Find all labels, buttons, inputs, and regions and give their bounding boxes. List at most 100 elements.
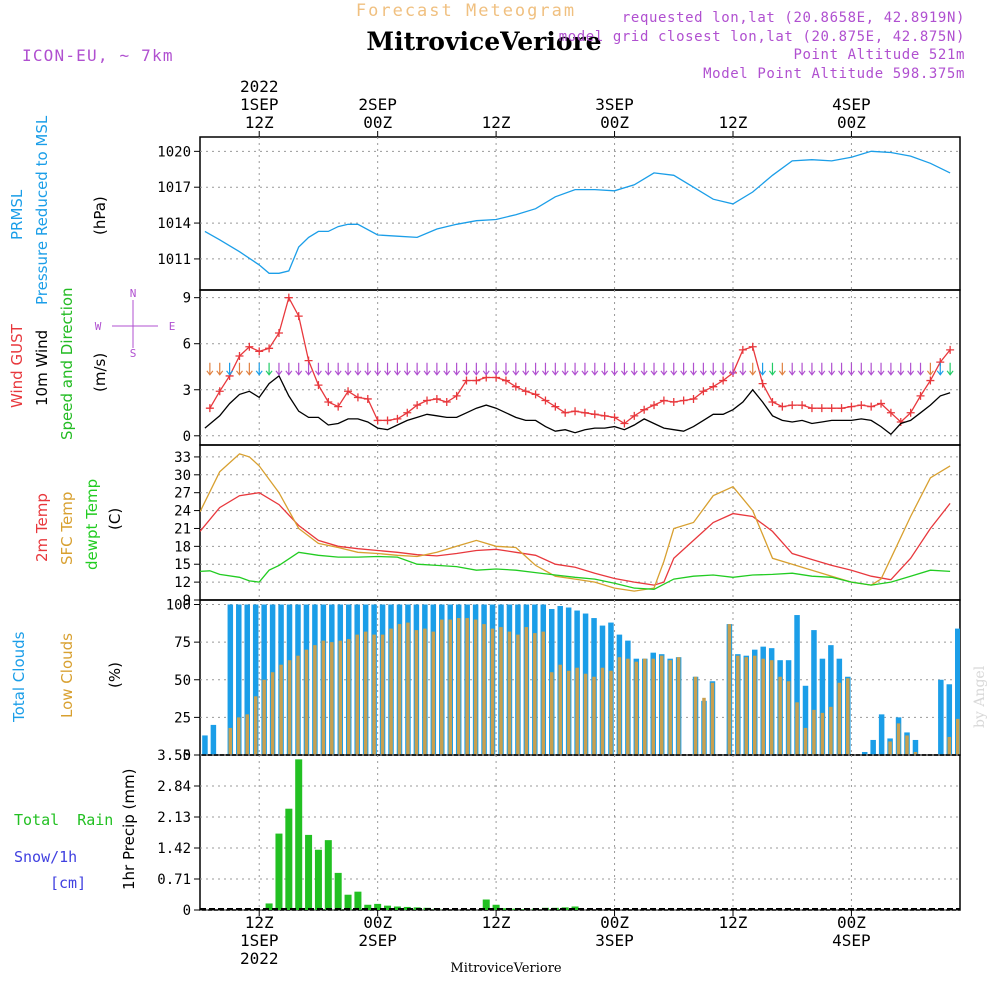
gust-point [659,396,668,405]
temperature-frame [199,444,961,601]
temperature-ytick-label: 21 [174,521,191,537]
gust-point [551,402,560,411]
compass-w: W [95,320,102,333]
wind-direction-arrow [334,362,342,376]
wind-direction-arrow [630,362,638,376]
gust-point [472,376,481,385]
gust-point [363,394,372,403]
wind-direction-arrow [393,362,401,376]
wind-direction-arrow [324,362,332,376]
low-cloud-bar [448,619,452,755]
clouds-ytick-label: 50 [174,673,191,689]
low-cloud-bar [812,709,816,755]
series-line-10m-wind [204,374,951,436]
precipitation-marks [200,759,960,910]
low-cloud-bar [296,655,300,755]
wind-direction-arrow [433,362,441,376]
temp-label-2m: 2m Temp [33,493,51,562]
wind-direction-arrow [867,362,875,376]
wind-direction-arrow [561,362,569,376]
wind-unit: (m/s) [91,353,109,392]
gust-point [521,387,530,396]
low-cloud-bar [659,655,664,755]
low-cloud-bar [558,664,562,755]
time-label: 4SEP [832,931,871,950]
time-label: 3SEP [595,931,634,950]
compass-n: N [130,287,137,300]
gust-point [689,394,698,403]
compass-e: E [169,320,176,333]
gust-point [590,410,599,419]
time-label: 2SEP [358,931,397,950]
total-cloud-bar [861,751,868,755]
time-label: 00Z [600,913,629,932]
gust-point [709,382,718,391]
total-cloud-bar [244,604,250,755]
gust-point [738,345,747,354]
precipitation-ytick-label: 0.71 [157,872,191,888]
low-cloud-bar [609,670,613,755]
low-cloud-bar [769,660,774,755]
low-cloud-bar [820,712,825,755]
time-label: 12Z [482,113,511,132]
rain-bar [492,904,500,910]
low-cloud-bar [406,622,410,755]
low-cloud-bar [888,741,892,755]
gust-point [699,387,708,396]
low-cloud-bar [346,639,351,755]
gust-point [294,312,303,321]
time-label: 12Z [245,113,274,132]
gust-point [679,396,688,405]
wind-direction-arrow [699,362,707,376]
wind-direction-arrow [877,362,885,376]
rain-bar [482,899,490,910]
pressure-label-prmsl: PRMSL [8,189,26,240]
gust-point [215,387,224,396]
low-cloud-bar [693,676,698,755]
low-cloud-bar [896,723,901,755]
low-cloud-bar [549,672,554,755]
pressure-unit: (hPa) [91,196,109,235]
wind-direction-arrow [680,362,688,376]
wind-labels: Wind GUST 10m Wind Speed and Direction (… [8,287,175,440]
cloud-label-low: Low Clouds [58,633,76,718]
gust-point [610,413,619,422]
low-cloud-bar [313,645,317,755]
wind-direction-arrow [354,362,362,376]
precipitation-ytick-label: 1.42 [157,841,191,857]
wind-direction-arrow [887,362,895,376]
wind-direction-arrow [838,362,846,376]
series-line-sfc-temp [200,453,951,592]
pressure-ytick-label: 1011 [157,252,191,268]
total-cloud-bar [912,739,919,755]
pressure-frame [199,136,961,291]
total-cloud-bar [878,714,885,755]
requested-location: requested lon,lat (20.8658E, 42.8919N) [622,10,965,26]
clouds-ytick-label: 100 [166,598,191,614]
wind-direction-arrow [660,362,668,376]
low-cloud-bar [440,619,444,755]
gust-point [255,347,264,356]
gust-point [423,396,432,405]
rain-bar [334,872,342,910]
wind-direction-arrow [788,362,796,376]
gust-point [837,404,846,413]
wind-direction-arrow [265,362,273,376]
gust-point [284,293,293,302]
wind-direction-arrow [818,362,826,376]
rain-bar [364,904,372,910]
low-cloud-bar [237,717,241,755]
gust-point [205,404,214,413]
gust-point [886,408,895,417]
wind-direction-arrow [759,362,767,376]
gust-point [235,351,244,360]
gust-point [847,402,856,411]
wind-direction-arrow [413,362,421,376]
wind-direction-arrow [492,362,500,376]
low-cloud-bar [905,735,909,755]
gust-point [669,398,678,407]
watermark: by Angel [972,665,988,728]
temp-labels: 2m Temp SFC Temp dewpt Temp (C) [33,479,124,570]
